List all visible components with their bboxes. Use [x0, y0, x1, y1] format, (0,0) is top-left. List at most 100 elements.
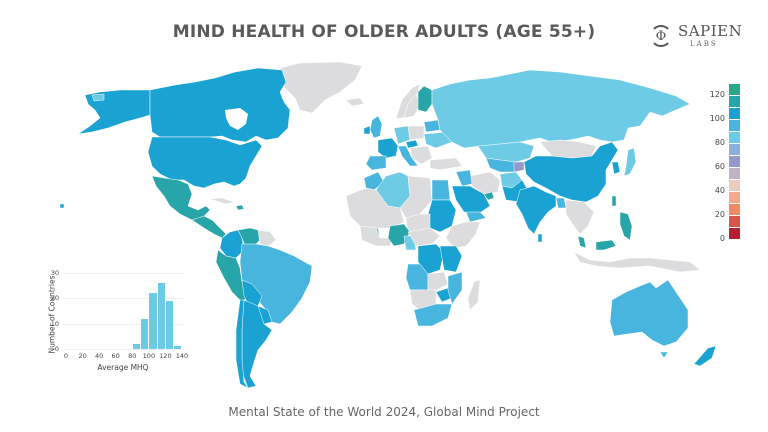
- region-austria[interactable]: [405, 139, 419, 149]
- legend-label-20: 20: [714, 210, 725, 219]
- region-russia[interactable]: [431, 69, 691, 149]
- y-tick-10: 10: [50, 320, 59, 328]
- region-west-africa[interactable]: [359, 225, 393, 247]
- legend-label-60: 60: [714, 162, 725, 171]
- region-yemen[interactable]: [465, 211, 487, 223]
- legend-swatch: [729, 84, 740, 95]
- logo-name: SAPIEN: [678, 22, 743, 40]
- histogram-bar: [132, 343, 140, 349]
- region-mongolia[interactable]: [539, 139, 597, 159]
- region-hudson-bay: [225, 108, 248, 130]
- region-south-africa[interactable]: [413, 303, 453, 327]
- region-dr-congo[interactable]: [417, 243, 445, 275]
- region-sri-lanka[interactable]: [537, 233, 543, 243]
- y-tick-20: 20: [50, 294, 59, 302]
- grid-line: [63, 349, 183, 350]
- region-borneo[interactable]: [595, 239, 617, 251]
- region-saudi[interactable]: [451, 185, 491, 215]
- region-chile[interactable]: [235, 299, 249, 389]
- region-poland[interactable]: [407, 125, 425, 141]
- region-alaska[interactable]: [77, 89, 151, 135]
- legend-label-80: 80: [714, 138, 725, 147]
- legend-label-100: 100: [709, 114, 725, 123]
- legend-swatch: [729, 144, 740, 155]
- region-germany[interactable]: [393, 125, 411, 145]
- region-dominican[interactable]: [235, 204, 245, 211]
- region-philippines[interactable]: [619, 211, 633, 241]
- grid-line: [63, 273, 183, 274]
- region-new-zealand[interactable]: [693, 345, 717, 367]
- region-se-asia[interactable]: [565, 199, 595, 235]
- region-balkans[interactable]: [409, 145, 433, 165]
- region-taiwan[interactable]: [611, 195, 617, 207]
- region-hawaii[interactable]: [59, 203, 65, 209]
- legend-swatch: [729, 204, 740, 215]
- histogram-x-label: Average MHQ: [97, 363, 149, 372]
- region-east-africa[interactable]: [439, 245, 463, 273]
- region-cuba[interactable]: [209, 197, 235, 205]
- region-central-america[interactable]: [191, 215, 227, 239]
- region-united-states[interactable]: [147, 136, 263, 189]
- region-korea[interactable]: [611, 161, 621, 175]
- region-tasmania[interactable]: [659, 351, 669, 359]
- region-iraq[interactable]: [455, 169, 473, 187]
- region-malaysia-pen[interactable]: [577, 235, 587, 249]
- region-zambia[interactable]: [427, 271, 449, 291]
- legend-swatch: [729, 192, 740, 203]
- region-iceland[interactable]: [345, 97, 365, 107]
- region-turkey[interactable]: [429, 157, 463, 171]
- region-mozambique[interactable]: [447, 271, 463, 305]
- region-canada[interactable]: [149, 67, 291, 143]
- region-mexico[interactable]: [151, 175, 211, 221]
- histogram-bar: [157, 283, 165, 349]
- legend-swatch: [729, 180, 740, 191]
- x-tick-120: 120: [159, 352, 172, 360]
- region-central-africa[interactable]: [407, 227, 441, 247]
- region-venezuela[interactable]: [237, 227, 263, 249]
- footer-caption: Mental State of the World 2024, Global M…: [228, 405, 540, 419]
- x-tick-0: 0: [63, 352, 69, 360]
- logo-sub: LABS: [690, 40, 718, 48]
- region-bering[interactable]: [91, 93, 105, 102]
- region-indonesia[interactable]: [573, 251, 701, 273]
- region-japan[interactable]: [623, 147, 637, 177]
- region-tajikistan[interactable]: [513, 161, 525, 173]
- region-finland[interactable]: [417, 85, 433, 113]
- region-italy[interactable]: [397, 145, 419, 167]
- region-egypt[interactable]: [431, 179, 451, 201]
- x-tick-140: 140: [175, 352, 189, 360]
- region-spain[interactable]: [365, 155, 387, 171]
- histogram-bar: [174, 346, 182, 349]
- histogram-bar: [141, 318, 149, 349]
- legend-swatch: [729, 108, 740, 119]
- x-tick-80: 80: [128, 352, 137, 360]
- region-madagascar[interactable]: [467, 279, 481, 311]
- color-legend: 120 100 80 60 40 20 0: [700, 84, 750, 244]
- region-horn[interactable]: [445, 221, 481, 249]
- region-sahara-west[interactable]: [345, 187, 405, 229]
- region-nepal-bangladesh[interactable]: [555, 197, 567, 209]
- phi-logo-icon: Φ: [650, 25, 672, 47]
- region-greenland[interactable]: [279, 61, 363, 114]
- region-iran[interactable]: [469, 171, 501, 195]
- x-tick-100: 100: [142, 352, 156, 360]
- y-tick-0: 0: [54, 345, 59, 353]
- region-ireland[interactable]: [363, 125, 371, 135]
- y-tick-30: 30: [50, 269, 59, 277]
- region-guianas[interactable]: [257, 229, 277, 247]
- region-uk[interactable]: [369, 115, 383, 139]
- legend-swatch: [729, 216, 740, 227]
- region-uae[interactable]: [483, 191, 495, 201]
- legend-swatch: [729, 228, 740, 239]
- legend-swatch: [729, 120, 740, 131]
- region-belarus[interactable]: [423, 119, 441, 133]
- legend-swatch: [729, 96, 740, 107]
- region-australia[interactable]: [609, 279, 689, 347]
- sapien-labs-logo: Φ SAPIEN LABS: [650, 24, 742, 48]
- region-france[interactable]: [377, 137, 399, 159]
- region-india[interactable]: [515, 185, 557, 235]
- region-china[interactable]: [523, 141, 619, 203]
- x-tick-60: 60: [111, 352, 120, 360]
- x-tick-20: 20: [78, 352, 87, 360]
